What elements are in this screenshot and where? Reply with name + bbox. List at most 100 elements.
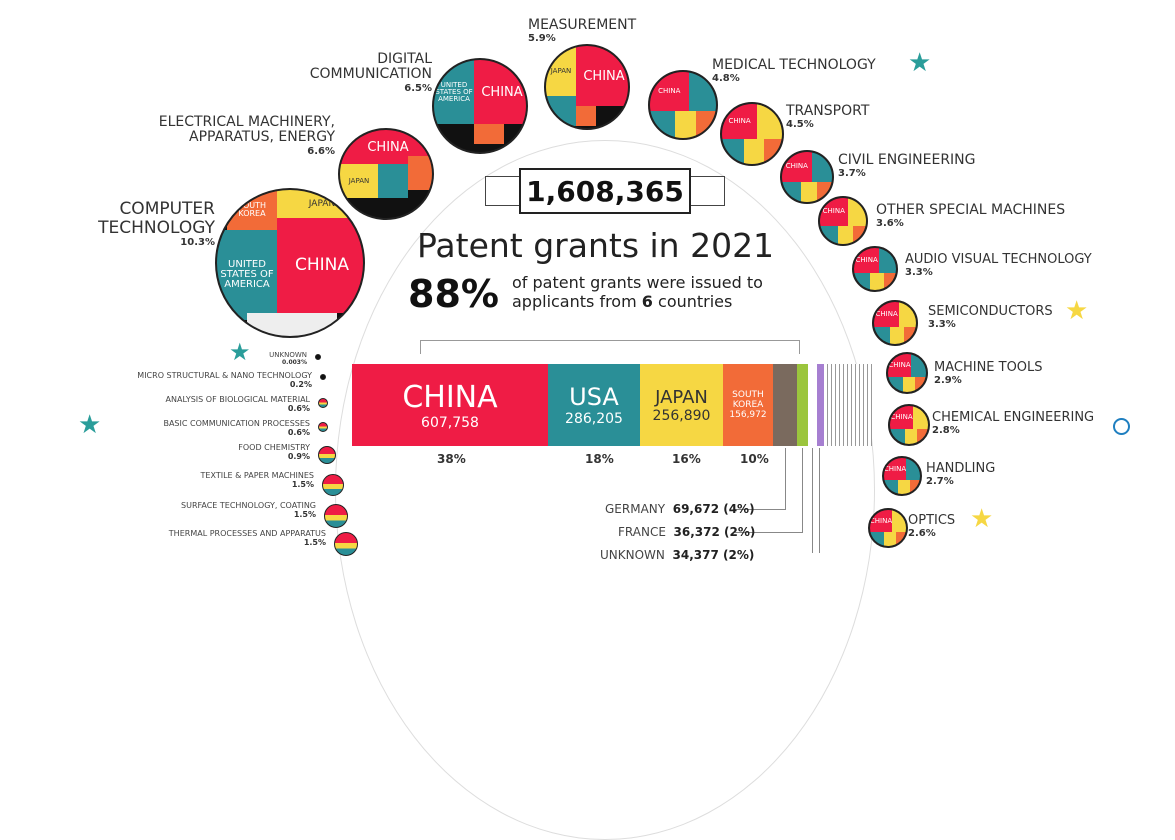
segment [847, 198, 866, 226]
segment [800, 181, 818, 202]
segment [852, 225, 866, 244]
label-left-unknown: UNKNOWN 0.003% [269, 351, 307, 366]
subtitle: of patent grants were issued to applican… [512, 273, 763, 312]
circle-medical-technology[interactable]: CHINA [648, 70, 718, 140]
bar-gap [808, 364, 817, 446]
bar-unknown[interactable] [817, 364, 824, 446]
circle-left-6[interactable] [324, 504, 348, 528]
label-handling: HANDLING 2.7% [926, 461, 996, 488]
bar-usa[interactable]: USA 286,205 [548, 364, 640, 446]
segment [782, 181, 801, 202]
leader-germany [785, 448, 786, 510]
segment [870, 273, 884, 290]
bar-china[interactable]: CHINA 607,758 [352, 364, 548, 446]
segment [903, 327, 916, 344]
segment [695, 110, 716, 138]
label-left-micro-structural-nano-technology: MICRO STRUCTURAL & NANO TECHNOLOGY 0.2% [137, 371, 312, 389]
segment [911, 354, 926, 378]
country-germany: GERMANY 69,672 (4%) [605, 502, 755, 516]
segment-china: CHINA [820, 198, 848, 226]
segment-china: CHINA [884, 458, 906, 480]
segment [904, 429, 918, 444]
label-left-basic-communication-processes: BASIC COMMUNICATION PROCESSES 0.6% [163, 419, 310, 437]
segment [890, 327, 904, 344]
circle-left-2[interactable] [318, 398, 328, 408]
circle-left-1[interactable] [320, 374, 326, 380]
label-left-thermal-processes-and-apparatus: THERMAL PROCESSES AND APPARATUS 1.5% [168, 529, 326, 547]
circle-machine-tools[interactable]: CHINA [886, 352, 928, 394]
segment [854, 273, 871, 290]
country-bar: CHINA 607,758 USA 286,205 JAPAN 256,890 SOU… [352, 364, 872, 446]
segment [883, 273, 896, 290]
label-measurement: MEASUREMENT 5.9% [528, 17, 637, 45]
star-icon-optics: ★ [970, 504, 994, 534]
bar-japan[interactable]: JAPAN 256,890 [640, 364, 723, 446]
page-title: Patent grants in 2021 [417, 226, 775, 265]
label-left-food-chemistry: FOOD CHEMISTRY 0.9% [238, 443, 310, 461]
segment [879, 248, 896, 274]
share-value: 88% [408, 272, 499, 316]
label-digital-communication: DIGITAL COMMUNICATION 6.5% [309, 51, 432, 94]
segment [890, 429, 905, 444]
bar-france[interactable] [797, 364, 808, 446]
circle-computer-technology[interactable]: UNITED STATES OF AMERICA CHINA SOUTH KOR… [215, 188, 365, 338]
country-unknown: UNKNOWN 34,377 (2%) [600, 548, 755, 562]
label-machine-tools: MACHINE TOOLS 2.9% [934, 360, 1043, 387]
segment [896, 532, 906, 546]
segment [917, 429, 928, 444]
label-left-analysis-of-biological-material: ANALYSIS OF BIOLOGICAL MATERIAL 0.6% [165, 395, 310, 413]
leader-france [802, 448, 803, 533]
circle-transport[interactable]: CHINA [720, 102, 784, 166]
circle-other-special-machines[interactable]: CHINA [818, 196, 868, 246]
label-optics: OPTICS 2.6% [908, 513, 956, 540]
leader-germany-h [735, 509, 786, 510]
pct-usa: 18% [585, 452, 614, 466]
segment [874, 327, 891, 344]
segment-china: CHINA [650, 72, 689, 111]
segment [910, 480, 920, 494]
circle-left-5[interactable] [322, 474, 344, 496]
bar-south-korea[interactable]: SOUTH KOREA 156,972 [723, 364, 773, 446]
segment [915, 377, 926, 392]
label-civil-engineering: CIVIL ENGINEERING 3.7% [838, 152, 976, 180]
circle-left-4[interactable] [318, 446, 336, 464]
country-france: FRANCE 36,372 (2%) [618, 525, 756, 539]
segment [906, 458, 920, 480]
segment-china: CHINA [870, 510, 892, 532]
segment-china: CHINA [890, 406, 914, 430]
label-audio-visual-technology: AUDIO VISUAL TECHNOLOGY 3.3% [905, 252, 1092, 279]
label-semiconductors: SEMICONDUCTORS 3.3% [928, 304, 1053, 331]
cursor-indicator-icon [1113, 418, 1130, 435]
circle-left-0[interactable] [315, 354, 321, 360]
segment [913, 406, 928, 430]
circle-chemical-engineering[interactable]: CHINA [888, 404, 930, 446]
segment [884, 532, 896, 546]
segment [817, 181, 832, 202]
label-electrical-machinery: ELECTRICAL MACHINERY, APPARATUS, ENERGY 6.… [158, 114, 335, 157]
bar-others [824, 364, 872, 446]
leader-unknown [819, 448, 820, 553]
circle-audio-visual-technology[interactable]: CHINA [852, 246, 898, 292]
circle-measurement[interactable]: JAPAN CHINA [544, 44, 630, 130]
label-computer-technology: COMPUTER TECHNOLOGY 10.3% [98, 199, 215, 249]
star-icon-unknown: ★ [229, 338, 251, 366]
segment-china: CHINA [854, 248, 880, 274]
circle-left-7[interactable] [334, 532, 358, 556]
segment [902, 377, 916, 392]
pct-japan: 16% [672, 452, 701, 466]
circle-digital-communication[interactable]: UNITED STATES OF AMERICA CHINA [432, 58, 528, 154]
segment [811, 152, 832, 182]
circle-semiconductors[interactable]: CHINA [872, 300, 918, 346]
circle-optics[interactable]: CHINA [868, 508, 908, 548]
circle-left-3[interactable] [318, 422, 328, 432]
total-ribbon: 1,608,365 [485, 168, 725, 214]
bar-germany[interactable] [773, 364, 797, 446]
total-patents: 1,608,365 [519, 168, 691, 214]
circle-handling[interactable]: CHINA [882, 456, 922, 496]
segment [870, 532, 884, 546]
segment-china: CHINA [874, 302, 900, 328]
segment [757, 104, 782, 140]
segment [674, 110, 696, 138]
circle-civil-engineering[interactable]: CHINA [780, 150, 834, 204]
segment [820, 225, 838, 244]
